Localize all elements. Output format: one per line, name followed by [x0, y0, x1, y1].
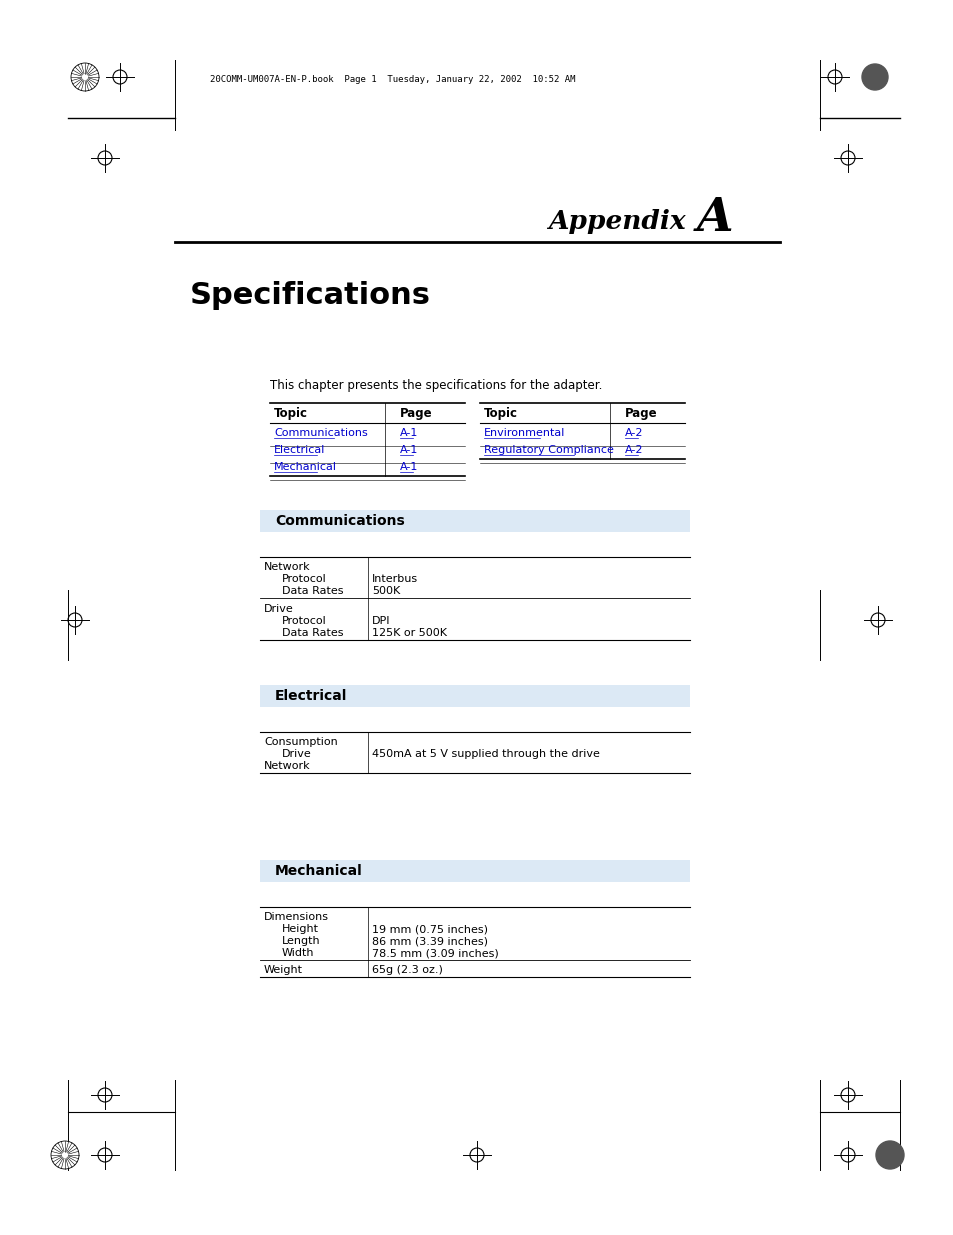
Circle shape: [875, 1141, 903, 1170]
Text: Appendix: Appendix: [548, 210, 695, 235]
Text: A-1: A-1: [399, 429, 418, 438]
FancyBboxPatch shape: [260, 685, 689, 706]
Text: Drive: Drive: [282, 748, 312, 760]
Text: Data Rates: Data Rates: [282, 629, 343, 638]
Text: Electrical: Electrical: [274, 445, 325, 454]
Text: A: A: [697, 195, 733, 241]
FancyBboxPatch shape: [260, 860, 689, 882]
Text: DPI: DPI: [372, 616, 390, 626]
Text: Communications: Communications: [274, 514, 404, 529]
Text: Protocol: Protocol: [282, 616, 327, 626]
Text: Data Rates: Data Rates: [282, 585, 343, 597]
Circle shape: [51, 1141, 79, 1170]
Text: Topic: Topic: [274, 408, 308, 420]
Text: Electrical: Electrical: [274, 689, 347, 703]
Text: 65g (2.3 oz.): 65g (2.3 oz.): [372, 965, 442, 974]
Text: Regulatory Compliance: Regulatory Compliance: [483, 445, 613, 454]
Text: 125K or 500K: 125K or 500K: [372, 629, 447, 638]
Text: 20COMM-UM007A-EN-P.book  Page 1  Tuesday, January 22, 2002  10:52 AM: 20COMM-UM007A-EN-P.book Page 1 Tuesday, …: [210, 74, 575, 84]
Text: Specifications: Specifications: [190, 280, 431, 310]
Text: Topic: Topic: [483, 408, 517, 420]
Text: Weight: Weight: [264, 965, 303, 974]
Text: Interbus: Interbus: [372, 574, 417, 584]
Text: 19 mm (0.75 inches): 19 mm (0.75 inches): [372, 924, 488, 934]
Text: Mechanical: Mechanical: [274, 462, 336, 472]
Text: A-2: A-2: [624, 445, 643, 454]
Text: Environmental: Environmental: [483, 429, 565, 438]
Text: Network: Network: [264, 761, 311, 771]
Text: Network: Network: [264, 562, 311, 572]
Text: Page: Page: [399, 408, 432, 420]
Text: Communications: Communications: [274, 429, 367, 438]
Text: 500K: 500K: [372, 585, 400, 597]
Text: Mechanical: Mechanical: [274, 864, 362, 878]
Text: Protocol: Protocol: [282, 574, 327, 584]
Text: Drive: Drive: [264, 604, 294, 614]
Text: A-1: A-1: [399, 462, 418, 472]
Text: 450mA at 5 V supplied through the drive: 450mA at 5 V supplied through the drive: [372, 748, 599, 760]
Text: Height: Height: [282, 924, 318, 934]
Text: Page: Page: [624, 408, 657, 420]
Text: 86 mm (3.39 inches): 86 mm (3.39 inches): [372, 936, 488, 946]
Text: This chapter presents the specifications for the adapter.: This chapter presents the specifications…: [270, 378, 601, 391]
Text: Length: Length: [282, 936, 320, 946]
Text: Consumption: Consumption: [264, 737, 337, 747]
Text: Dimensions: Dimensions: [264, 911, 329, 923]
Text: A-1: A-1: [399, 445, 418, 454]
Circle shape: [862, 64, 887, 90]
Text: 78.5 mm (3.09 inches): 78.5 mm (3.09 inches): [372, 948, 498, 958]
Text: A-2: A-2: [624, 429, 643, 438]
Circle shape: [71, 63, 99, 91]
Text: Width: Width: [282, 948, 314, 958]
FancyBboxPatch shape: [260, 510, 689, 532]
